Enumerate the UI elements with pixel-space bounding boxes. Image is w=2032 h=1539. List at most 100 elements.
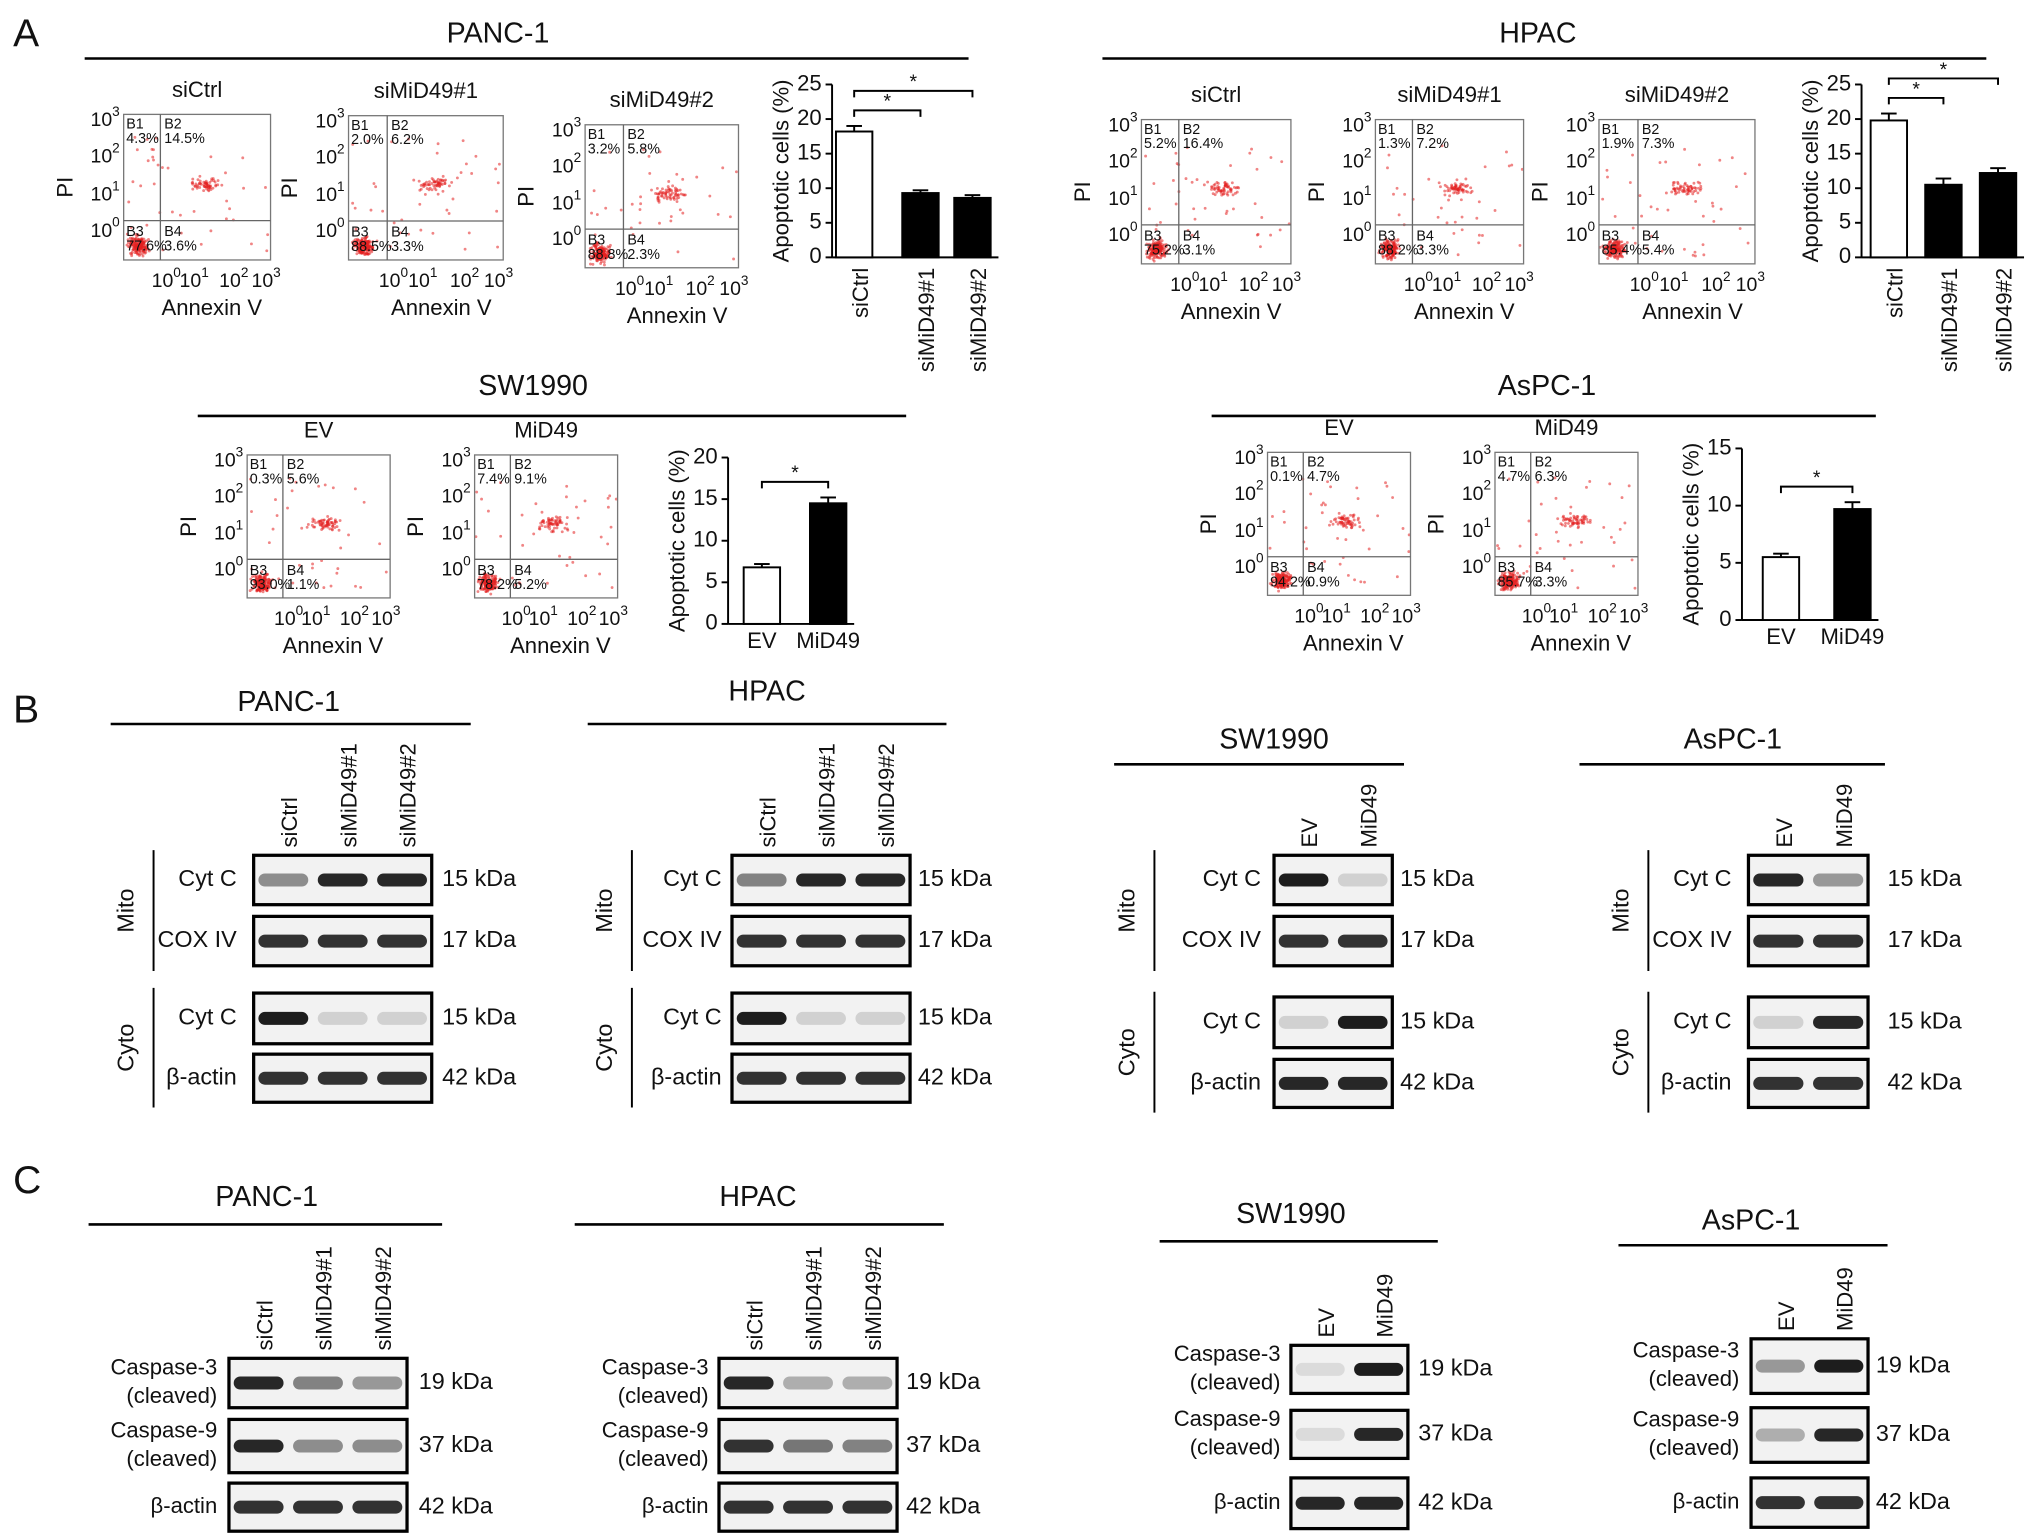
event-dot <box>431 231 435 235</box>
y-tick-label: 101 <box>1234 515 1263 543</box>
event-dot <box>1210 185 1214 189</box>
event-dot <box>336 567 340 571</box>
protein-label: Caspase-3 <box>1633 1338 1740 1363</box>
event-dot <box>191 182 195 186</box>
quadrant-value: 94.2% <box>1270 574 1311 590</box>
event-dot <box>1278 228 1282 232</box>
y-tick-label: 102 <box>214 480 243 508</box>
tick-base: 10 <box>1588 606 1610 628</box>
tick-exp: 2 <box>361 603 369 618</box>
y-tick-label: 102 <box>1234 477 1263 505</box>
event-dot <box>1711 204 1715 208</box>
event-dot <box>1386 253 1390 257</box>
event-dot <box>209 229 213 233</box>
lane-label: MiD49 <box>1356 784 1381 848</box>
y-tick-label: 5 <box>705 568 717 593</box>
event-dot <box>170 210 174 214</box>
event-dot <box>728 215 732 219</box>
event-dot <box>1236 185 1239 189</box>
event-dot <box>1507 570 1511 574</box>
tick-base: 10 <box>1392 606 1414 628</box>
event-dot <box>335 525 339 529</box>
tick-base: 10 <box>1462 520 1484 542</box>
event-dot <box>264 186 267 189</box>
event-dot <box>277 577 281 581</box>
quadrant-name: B2 <box>1307 455 1325 471</box>
event-dot <box>1620 496 1624 500</box>
tick-base: 10 <box>301 608 323 630</box>
significance-bracket <box>1779 485 1854 494</box>
tick-base: 10 <box>1566 188 1588 210</box>
y-axis-label: PI <box>52 177 77 198</box>
event-dot <box>551 516 554 520</box>
event-dot <box>1554 496 1558 500</box>
blot-band <box>1278 934 1329 948</box>
event-dot <box>1361 528 1365 532</box>
event-dot <box>674 191 678 195</box>
x-axis-label: Annexin V <box>391 295 492 320</box>
event-dot <box>1697 186 1700 190</box>
event-dot <box>664 188 668 192</box>
tick-exp: 1 <box>323 603 331 618</box>
quadrant-value: 5.2% <box>1144 136 1177 152</box>
plot-title: siMiD49#1 <box>374 78 478 103</box>
bar <box>953 196 992 259</box>
group-label: Cyto <box>1608 1028 1634 1076</box>
event-dot <box>589 262 592 266</box>
blot-band <box>317 1071 368 1085</box>
event-dot <box>1580 540 1583 544</box>
tick-exp: 3 <box>1130 109 1138 124</box>
size-label: 15 kDa <box>918 865 992 891</box>
event-dot <box>275 514 279 517</box>
event-dot <box>1694 199 1698 203</box>
tick-base: 10 <box>441 450 463 472</box>
quadrant-value: 93.0% <box>250 577 291 593</box>
event-dot <box>1309 492 1313 496</box>
event-dot <box>480 585 484 589</box>
blot-band <box>258 934 309 948</box>
event-dot <box>328 527 332 531</box>
quadrant-name: B4 <box>164 224 182 240</box>
tick-exp: 3 <box>463 444 471 459</box>
event-dot <box>648 171 652 175</box>
event-dot <box>135 148 139 152</box>
tick-exp: 1 <box>1681 268 1689 283</box>
event-dot <box>352 242 356 246</box>
event-dot <box>1225 209 1229 213</box>
event-dot <box>493 580 497 584</box>
event-dot <box>1507 164 1511 168</box>
blot-band <box>796 1011 846 1025</box>
protein-label: β-actin <box>1673 1488 1740 1513</box>
event-dot <box>353 206 357 210</box>
size-label: 15 kDa <box>442 865 516 891</box>
event-dot <box>463 247 467 251</box>
event-dot <box>1631 226 1635 230</box>
quadrant-value: 14.5% <box>164 131 205 147</box>
blot-band <box>1755 1359 1805 1373</box>
event-dot <box>154 136 158 140</box>
event-dot <box>1627 484 1631 488</box>
blot-band <box>796 873 846 887</box>
event-dot <box>1516 571 1520 575</box>
event-dot <box>1623 521 1627 525</box>
event-dot <box>1631 153 1634 157</box>
event-dot <box>1190 233 1194 237</box>
blot-band <box>855 1071 906 1085</box>
blot-band <box>1278 1076 1329 1090</box>
event-dot <box>290 489 294 493</box>
blot-band <box>1295 1427 1345 1441</box>
quadrant-name: B2 <box>1535 455 1553 471</box>
protein-label: COX IV <box>642 926 722 952</box>
event-dot <box>662 196 666 200</box>
tick-exp: 3 <box>1364 109 1372 124</box>
y-axis-label: PI <box>277 177 302 198</box>
event-dot <box>1356 497 1360 501</box>
event-dot <box>140 252 144 256</box>
event-dot <box>208 180 212 184</box>
event-dot <box>267 585 271 588</box>
event-dot <box>1477 241 1481 245</box>
size-label: 19 kDa <box>1418 1355 1492 1381</box>
bar <box>1978 172 2018 259</box>
tick-base: 10 <box>371 608 393 630</box>
event-dot <box>1396 238 1400 242</box>
